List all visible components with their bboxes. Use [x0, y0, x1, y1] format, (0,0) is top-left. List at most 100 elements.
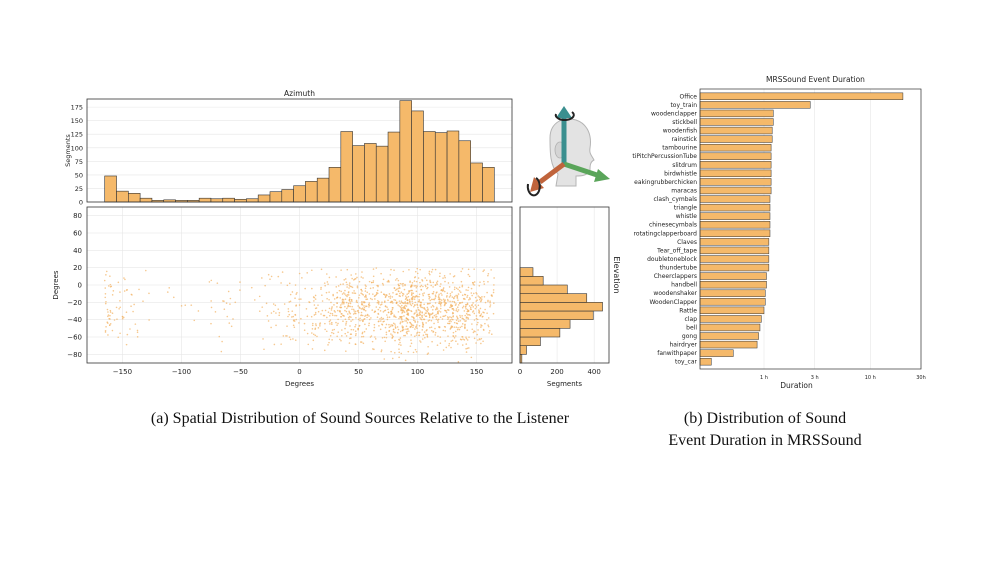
scatter-point: [460, 270, 462, 273]
scatter-point: [359, 319, 361, 322]
scatter-point: [404, 301, 406, 303]
scatter-point: [431, 308, 434, 311]
duration-bar: [699, 126, 773, 135]
duration-bar: [699, 195, 771, 203]
scatter-point: [478, 284, 481, 287]
scatter-point: [419, 301, 422, 304]
elevation-title: Elevation: [612, 256, 621, 293]
scatter-point: [346, 295, 348, 298]
scatter-point: [234, 301, 237, 304]
scatter-point: [409, 345, 412, 347]
scatter-point: [397, 311, 400, 313]
scatter-point: [449, 319, 452, 321]
scatter-point: [328, 298, 330, 301]
scatter-point: [489, 305, 491, 308]
duration-bar: [699, 212, 771, 220]
scatter-point: [442, 287, 445, 289]
scatter-point: [434, 316, 437, 318]
scatter-point: [428, 270, 431, 273]
scatter-point: [386, 316, 389, 318]
scatter-point: [351, 318, 354, 321]
scatter-point: [395, 302, 398, 304]
azimuth-bar: [246, 198, 259, 203]
duration-category-label: rainstick: [671, 136, 697, 143]
scatter-point: [464, 326, 466, 328]
scatter-point: [439, 316, 442, 318]
scatter-point: [349, 305, 351, 308]
scatter-point: [347, 316, 350, 319]
scatter-ytick-label: −20: [67, 299, 82, 307]
scatter-point: [465, 336, 467, 338]
scatter-point: [346, 294, 349, 296]
scatter-point: [464, 314, 466, 317]
scatter-point: [360, 314, 362, 317]
scatter-point: [303, 322, 306, 325]
scatter-point: [425, 309, 427, 312]
scatter-point: [410, 339, 412, 341]
scatter-point: [123, 290, 126, 292]
scatter-point: [361, 332, 364, 335]
scatter-point: [377, 284, 379, 287]
scatter-point: [389, 297, 392, 299]
scatter-point: [286, 284, 289, 287]
scatter-point: [457, 299, 459, 301]
scatter-point: [320, 268, 323, 271]
scatter-point: [112, 290, 115, 292]
scatter-point: [429, 281, 431, 283]
scatter-point: [357, 305, 359, 307]
scatter-point: [345, 350, 347, 352]
scatter-point: [326, 273, 328, 275]
scatter-point: [430, 298, 433, 301]
scatter-point: [476, 299, 479, 301]
scatter-point: [400, 300, 403, 302]
scatter-point: [467, 286, 470, 289]
scatter-point: [111, 329, 114, 332]
scatter-point: [477, 304, 480, 307]
scatter-point: [132, 310, 134, 313]
scatter-point: [350, 274, 352, 276]
scatter-point: [361, 290, 363, 292]
scatter-point: [368, 303, 370, 306]
scatter-point: [293, 326, 296, 329]
scatter-point: [358, 280, 361, 283]
scatter-point: [478, 296, 481, 298]
scatter-point: [420, 341, 422, 343]
scatter-point: [421, 278, 423, 281]
scatter-point: [360, 276, 363, 278]
scatter-point: [486, 312, 488, 314]
scatter-point: [319, 323, 321, 325]
scatter-point: [348, 342, 351, 344]
scatter-point: [414, 320, 416, 322]
scatter-point: [423, 314, 426, 316]
scatter-point: [292, 324, 295, 327]
scatter-point: [461, 336, 464, 338]
scatter-point: [465, 351, 468, 353]
scatter-point: [479, 314, 482, 317]
scatter-point: [457, 288, 459, 291]
scatter-point: [420, 284, 423, 287]
scatter-point: [355, 333, 357, 335]
duration-category-label: chinesecymbals: [649, 222, 697, 229]
scatter-point: [332, 332, 335, 335]
scatter-point: [443, 301, 445, 303]
scatter-point: [445, 310, 447, 312]
scatter-point: [461, 284, 464, 287]
scatter-point: [422, 299, 424, 301]
scatter-point: [347, 291, 350, 294]
scatter-point: [292, 338, 294, 340]
scatter-point: [481, 296, 483, 298]
scatter-point: [315, 323, 317, 325]
scatter-point: [421, 306, 424, 309]
scatter-point: [338, 289, 341, 292]
scatter-point: [437, 321, 439, 323]
scatter-point: [354, 325, 356, 328]
scatter-point: [381, 282, 384, 285]
scatter-point: [434, 268, 437, 271]
scatter-point: [376, 301, 379, 304]
scatter-point: [365, 298, 367, 301]
scatter-point: [379, 328, 382, 331]
scatter-point: [441, 294, 443, 296]
duration-bar: [699, 221, 771, 229]
scatter-point: [263, 348, 265, 351]
scatter-point: [429, 302, 431, 305]
